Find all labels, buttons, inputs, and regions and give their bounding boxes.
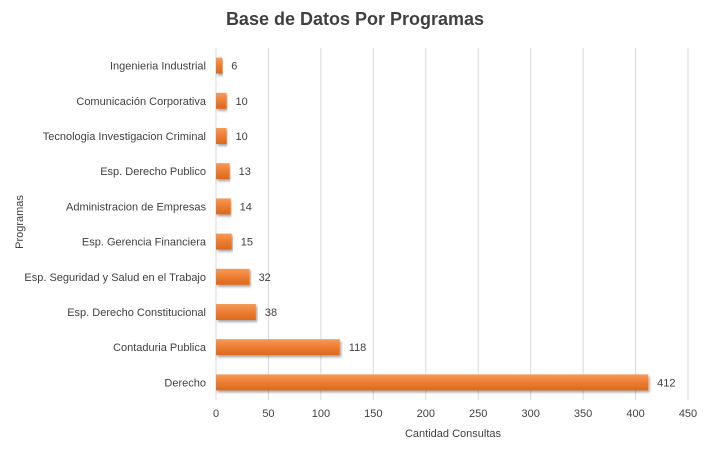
bar — [216, 374, 649, 391]
category-label: Administracion de Empresas — [66, 201, 207, 213]
x-tick-label: 450 — [679, 408, 697, 420]
category-label: Ingenieria Industrial — [110, 61, 206, 73]
data-label: 38 — [265, 307, 277, 319]
category-label: Contaduria Publica — [113, 342, 207, 354]
x-axis-label: Cantidad Consultas — [405, 428, 502, 440]
category-label: Esp. Seguridad y Salud en el Trabajo — [24, 272, 206, 284]
category-label: Esp. Gerencia Financiera — [82, 237, 207, 249]
y-axis-label: Programas — [14, 195, 26, 249]
data-label: 6 — [231, 61, 237, 73]
bar — [216, 92, 227, 109]
chart-title: Base de Datos Por Programas — [226, 9, 484, 29]
bar — [216, 57, 223, 74]
category-label: Comunicación Corporativa — [76, 96, 206, 108]
data-label: 10 — [235, 96, 247, 108]
x-tick-label: 400 — [626, 408, 644, 420]
data-label: 13 — [239, 166, 251, 178]
data-label: 14 — [240, 201, 252, 213]
bar — [216, 198, 231, 215]
bar — [216, 128, 227, 144]
category-label: Derecho — [164, 377, 206, 389]
x-tick-label: 50 — [262, 408, 274, 420]
x-tick-label: 250 — [469, 408, 487, 420]
bar — [216, 163, 230, 180]
x-tick-label: 100 — [312, 408, 330, 420]
bar — [216, 268, 250, 285]
bar — [216, 339, 340, 356]
data-label: 10 — [235, 131, 247, 143]
data-label: 118 — [349, 342, 367, 354]
category-label: Esp. Derecho Constitucional — [67, 307, 206, 319]
category-label: Esp. Derecho Publico — [100, 166, 206, 178]
x-tick-label: 150 — [364, 408, 382, 420]
data-label: 15 — [241, 237, 253, 249]
bar — [216, 304, 256, 320]
x-tick-label: 350 — [574, 408, 592, 420]
category-label: Tecnologia Investigacion Criminal — [43, 131, 206, 143]
bar — [216, 233, 232, 250]
x-tick-label: 300 — [521, 408, 539, 420]
data-label: 32 — [259, 272, 271, 284]
data-label: 412 — [657, 377, 675, 389]
x-tick-label: 0 — [213, 408, 219, 420]
x-tick-label: 200 — [417, 408, 435, 420]
